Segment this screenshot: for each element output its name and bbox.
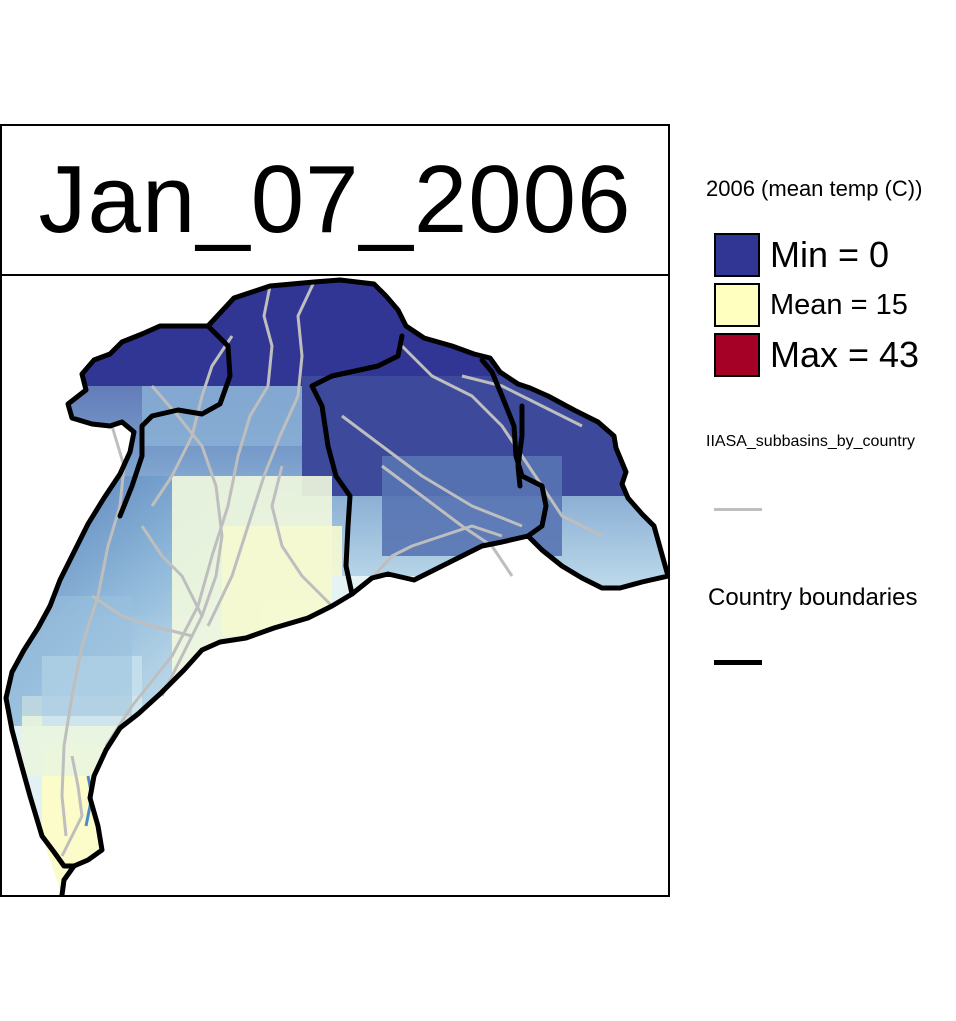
temperature-map	[3, 277, 668, 895]
temperature-raster	[6, 280, 668, 895]
legend-item-max: Max = 43	[714, 333, 919, 377]
subbasin-boundaries	[60, 281, 603, 857]
title-panel: Jan_07_2006	[2, 126, 668, 276]
date-title: Jan_07_2006	[38, 146, 632, 253]
country-boundaries-legend-line	[714, 660, 762, 665]
map-frame: Jan_07_2006	[0, 124, 670, 897]
legend-label-mean: Mean = 15	[770, 288, 908, 321]
legend-item-min: Min = 0	[714, 233, 889, 277]
legend-swatch-min	[714, 233, 760, 277]
subbasins-legend-line	[714, 508, 762, 511]
legend-label-max: Max = 43	[770, 334, 920, 375]
legend-label-min: Min = 0	[770, 234, 890, 275]
country-boundaries-legend-title: Country boundaries	[708, 584, 918, 611]
legend-swatch-max	[714, 333, 760, 377]
legend-swatch-mean	[714, 283, 760, 327]
legend-item-mean: Mean = 15	[714, 283, 908, 327]
map-legend: 2006 (mean temp (C)) Min = 0 Mean = 15 M…	[706, 176, 956, 665]
legend-title: 2006 (mean temp (C))	[706, 176, 923, 201]
subbasins-legend-title: IIASA_subbasins_by_country	[706, 433, 916, 450]
country-boundaries	[3, 277, 668, 895]
